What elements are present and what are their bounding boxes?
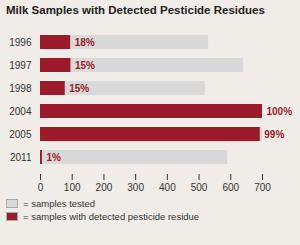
svg-text:500: 500 xyxy=(191,182,208,193)
svg-text:1996: 1996 xyxy=(9,37,32,48)
svg-text:1%: 1% xyxy=(46,152,61,163)
html-text:= samples tested: = samples tested xyxy=(23,198,96,209)
svg-text:200: 200 xyxy=(96,182,113,193)
svg-text:300: 300 xyxy=(127,182,144,193)
svg-text:2004: 2004 xyxy=(9,106,32,117)
svg-text:1998: 1998 xyxy=(9,83,32,94)
svg-text:100%: 100% xyxy=(267,106,293,117)
svg-text:600: 600 xyxy=(222,182,239,193)
svg-text:0: 0 xyxy=(38,182,44,193)
svg-text:18%: 18% xyxy=(75,37,95,48)
svg-text:400: 400 xyxy=(159,182,176,193)
svg-text:2011: 2011 xyxy=(10,152,32,163)
html-text:= samples with detected pestic: = samples with detected pesticide residu… xyxy=(23,211,200,222)
svg-text:15%: 15% xyxy=(69,83,89,94)
svg-text:1997: 1997 xyxy=(9,60,32,71)
svg-text:99%: 99% xyxy=(264,129,284,140)
html-text:Milk Samples with Detected Pes: Milk Samples with Detected Pesticide Res… xyxy=(6,4,265,16)
svg-text:15%: 15% xyxy=(75,60,95,71)
svg-text:700: 700 xyxy=(254,182,271,193)
svg-text:2005: 2005 xyxy=(9,129,32,140)
svg-text:100: 100 xyxy=(64,182,81,193)
